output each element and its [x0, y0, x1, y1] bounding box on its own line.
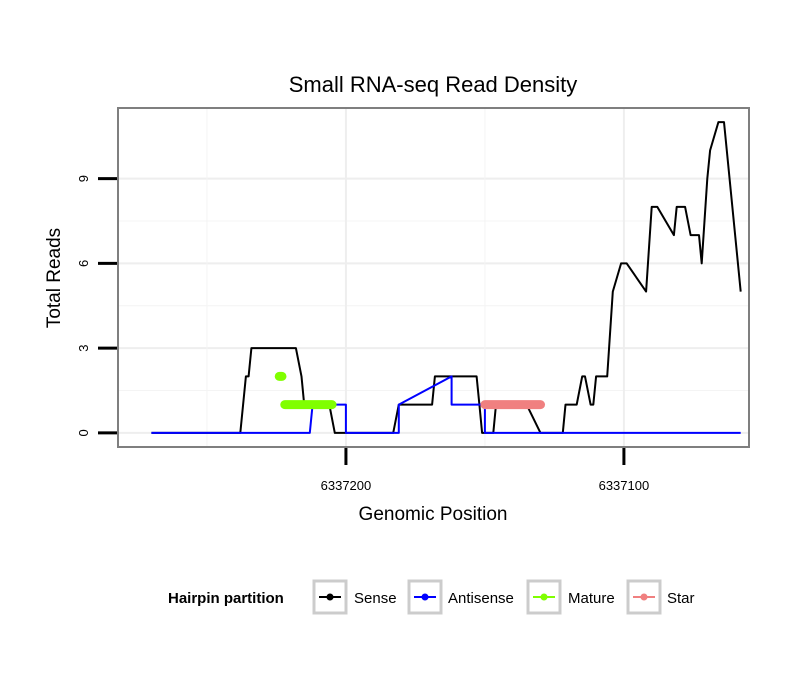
antisense-line	[151, 375, 741, 434]
plot-border	[117, 107, 750, 448]
legend-title: Hairpin partition	[168, 590, 284, 607]
legend-entry-sense: Sense	[312, 579, 397, 615]
legend: Hairpin partition Sense Antisense Mature St…	[168, 579, 695, 615]
y-tick-label: 9	[76, 175, 91, 182]
series-layer	[151, 121, 742, 434]
y-tick-label: 6	[76, 260, 91, 267]
y-tick-label: 3	[76, 345, 91, 352]
legend-label: Antisense	[448, 590, 514, 607]
x-axis: 6337200 6337100	[321, 448, 650, 493]
panel-border	[117, 107, 750, 448]
legend-entry-mature: Mature	[526, 579, 615, 615]
legend-label: Star	[667, 590, 695, 607]
chart-title: Small RNA-seq Read Density	[289, 72, 578, 97]
legend-entry-antisense: Antisense	[407, 579, 514, 615]
x-axis-title: Genomic Position	[359, 504, 508, 525]
y-tick-label: 0	[76, 429, 91, 436]
grid-lines	[118, 108, 749, 447]
x-tick-label: 6337100	[599, 478, 650, 493]
legend-key-point	[640, 593, 648, 601]
legend-label: Sense	[354, 590, 397, 607]
y-axis-title: Total Reads	[44, 228, 65, 328]
legend-key-point	[421, 593, 429, 601]
x-tick-label: 6337200	[321, 478, 372, 493]
legend-key-point	[540, 593, 548, 601]
y-axis: 0 3 6 9	[76, 175, 117, 436]
legend-entry-star: Star	[626, 579, 695, 615]
legend-label: Mature	[568, 590, 615, 607]
legend-key-point	[326, 593, 334, 601]
